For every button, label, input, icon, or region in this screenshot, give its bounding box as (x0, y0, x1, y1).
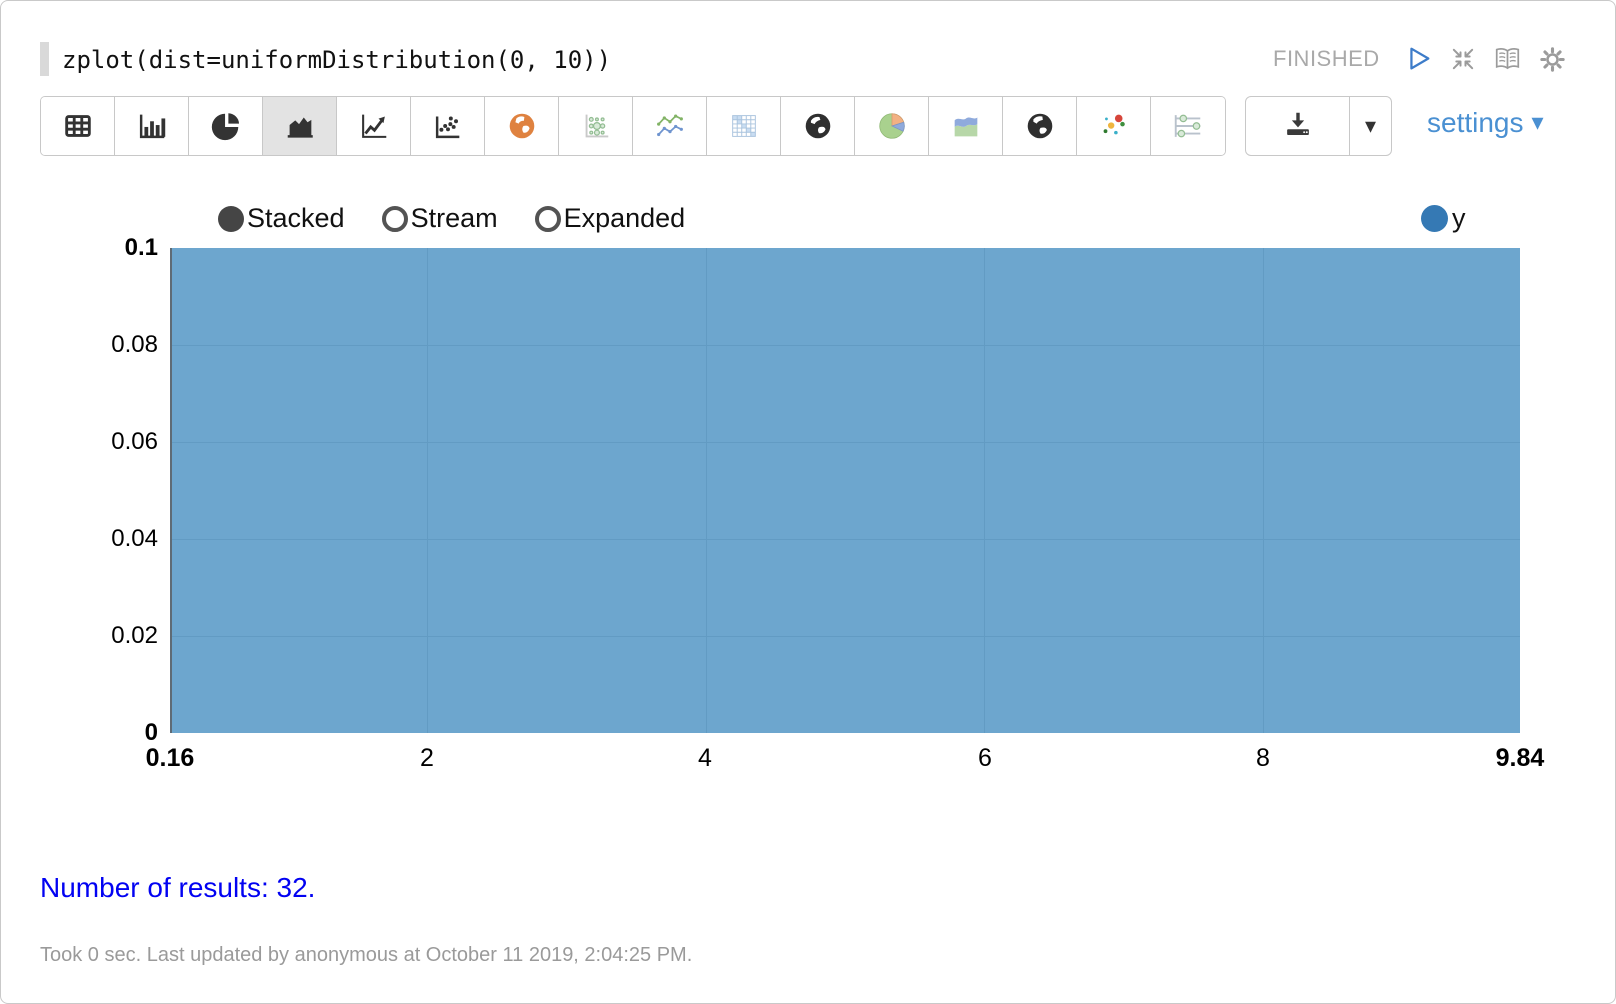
radio-selected-icon (218, 205, 244, 232)
scatter-plot-icon (431, 109, 465, 143)
area-chart-icon (283, 109, 317, 143)
paragraph-footer: Took 0 sec. Last updated by anonymous at… (40, 944, 693, 966)
download-button-group: ▾ (1245, 96, 1392, 156)
chevron-down-icon: ▾ (1364, 113, 1377, 138)
x-tick: 4 (698, 744, 712, 772)
chevron-down-icon: ▾ (1531, 109, 1544, 136)
chart-type-button-table[interactable] (41, 97, 115, 155)
paragraph-settings-button[interactable] (1537, 43, 1569, 75)
editor-gutter (40, 42, 49, 76)
radio-label: Expanded (563, 203, 686, 233)
area-style-controls: Stacked Stream Expanded (218, 203, 685, 234)
results-summary: Number of results: 32. (40, 872, 316, 903)
book-icon (1492, 44, 1523, 75)
plot-area[interactable] (170, 248, 1520, 733)
multi-line-icon (653, 109, 687, 143)
x-tick: 2 (420, 744, 434, 772)
download-options-caret[interactable]: ▾ (1349, 97, 1391, 155)
y-axis-line (170, 248, 172, 733)
chart-type-button-bar-chart[interactable] (115, 97, 189, 155)
pie-pastel-icon (875, 109, 909, 143)
compress-icon (1448, 44, 1478, 74)
chart-type-toolbar (40, 96, 1226, 156)
chart-type-button-scatter-plot[interactable] (411, 97, 485, 155)
chart-type-button-sliders[interactable] (1151, 97, 1225, 155)
y-tick: 0 (144, 719, 158, 746)
run-button[interactable] (1402, 43, 1434, 75)
area-pastel-icon (949, 109, 983, 143)
settings-toggle[interactable]: settings ▾ (1427, 107, 1544, 139)
play-icon (1403, 44, 1433, 74)
table-icon (61, 109, 95, 143)
x-tick: 9.84 (1495, 744, 1545, 772)
y-tick: 0.1 (124, 234, 158, 261)
globe-orange-icon (505, 109, 539, 143)
settings-label: settings (1427, 107, 1524, 138)
bar-chart-icon (135, 109, 169, 143)
chart-type-button-globe-orange[interactable] (485, 97, 559, 155)
chart-type-button-line-chart[interactable] (337, 97, 411, 155)
heatmap-icon (727, 109, 761, 143)
globe-dark-icon (801, 109, 835, 143)
radio-label: Stream (410, 203, 498, 233)
show-editor-button[interactable] (1492, 43, 1524, 75)
chart-type-button-multi-line[interactable] (633, 97, 707, 155)
x-tick: 6 (978, 744, 992, 772)
line-chart-icon (357, 109, 391, 143)
chart-type-button-globe-dark-2[interactable] (1003, 97, 1077, 155)
download-icon (1281, 109, 1315, 143)
chart-type-button-area-chart[interactable] (263, 97, 337, 155)
code-editor[interactable]: zplot(dist=uniformDistribution(0, 10)) (62, 46, 612, 74)
x-tick: 8 (1256, 744, 1270, 772)
legend-item-y[interactable]: y (1421, 203, 1466, 234)
radio-expanded[interactable]: Expanded (534, 203, 686, 234)
scatter-color-icon (1097, 109, 1131, 143)
chart-type-button-pie-pastel[interactable] (855, 97, 929, 155)
y-tick: 0.08 (111, 331, 158, 358)
chart-type-button-globe-dark[interactable] (781, 97, 855, 155)
chart-type-button-pie-chart[interactable] (189, 97, 263, 155)
area-series-y (170, 248, 1520, 733)
radio-stacked[interactable]: Stacked (218, 203, 345, 234)
gear-icon (1537, 44, 1568, 75)
chart-type-button-bubble-grid[interactable] (559, 97, 633, 155)
y-tick: 0.04 (111, 525, 158, 552)
chart-type-button-scatter-color[interactable] (1077, 97, 1151, 155)
radio-unselected-icon (381, 205, 408, 232)
chart-type-button-heatmap[interactable] (707, 97, 781, 155)
status-badge: FINISHED (1273, 46, 1380, 71)
y-tick: 0.06 (111, 428, 158, 455)
collapse-button[interactable] (1447, 43, 1479, 75)
legend-swatch-icon (1421, 205, 1448, 232)
x-tick: 0.16 (145, 744, 195, 772)
paragraph-status-row: FINISHED (1273, 40, 1569, 78)
globe-dark-2-icon (1023, 109, 1057, 143)
sliders-icon (1171, 109, 1205, 143)
download-button[interactable] (1246, 97, 1349, 155)
y-tick: 0.02 (111, 622, 158, 649)
legend-label: y (1452, 203, 1466, 233)
radio-label: Stacked (247, 203, 345, 233)
pie-chart-icon (209, 109, 243, 143)
radio-unselected-icon (534, 205, 561, 232)
radio-stream[interactable]: Stream (381, 203, 498, 234)
chart-type-button-area-pastel[interactable] (929, 97, 1003, 155)
bubble-grid-icon (579, 109, 613, 143)
